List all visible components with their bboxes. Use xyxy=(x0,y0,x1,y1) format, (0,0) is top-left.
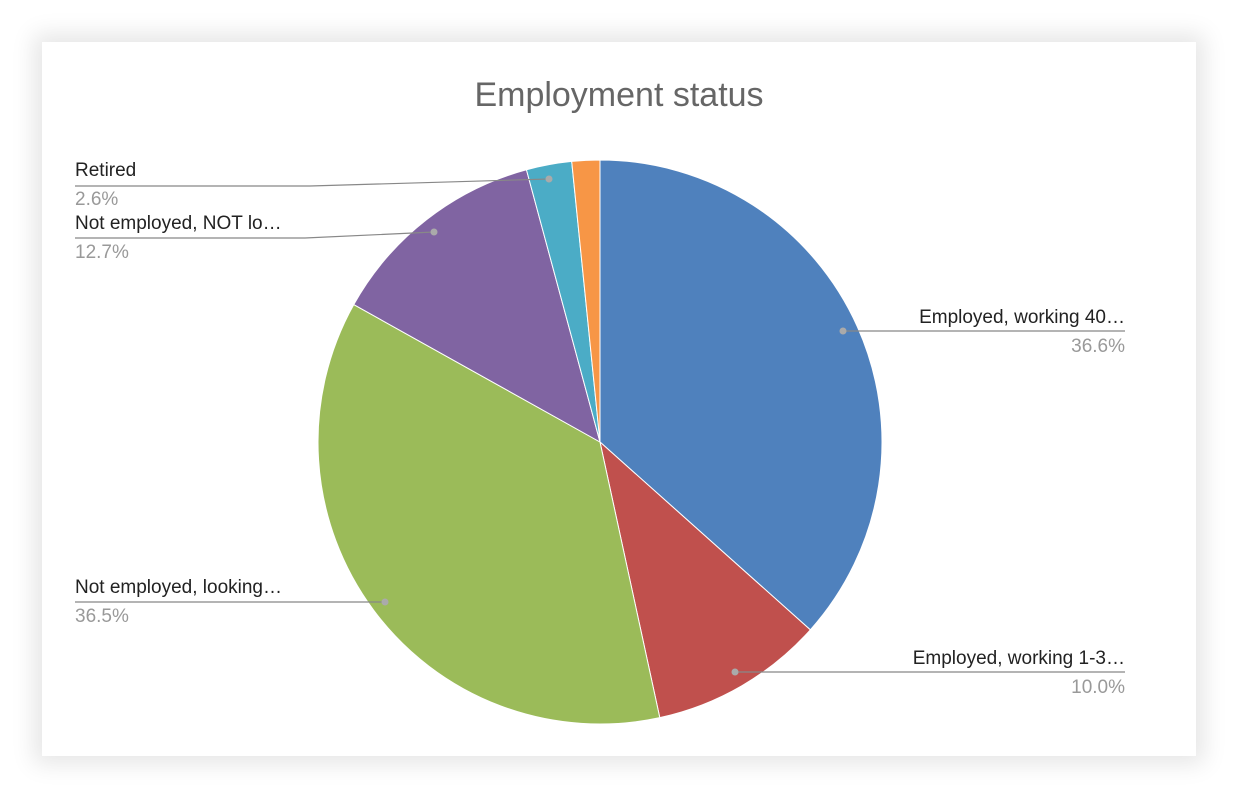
slice-label: Not employed, looking… xyxy=(75,577,282,598)
pie-slice xyxy=(599,440,812,719)
slice-value-label: 36.6% xyxy=(1071,336,1125,357)
leader-line xyxy=(75,231,435,239)
pie-slice xyxy=(353,169,601,444)
slice-value-label: 12.7% xyxy=(75,242,129,263)
leader-dot xyxy=(839,327,847,335)
slice-value-label: 2.6% xyxy=(75,189,118,210)
leader-dot xyxy=(545,175,553,183)
leader-dot xyxy=(381,598,389,606)
pie-slice xyxy=(317,303,661,725)
slice-label: Not employed, NOT lo… xyxy=(75,213,282,234)
slice-value-label: 36.5% xyxy=(75,606,129,627)
chart-title: Employment status xyxy=(474,76,763,114)
slice-label: Employed, working 40… xyxy=(919,307,1125,328)
slice-label: Employed, working 1-3… xyxy=(913,648,1125,669)
leader-line xyxy=(75,178,550,187)
leader-dot xyxy=(731,668,739,676)
leader-dot xyxy=(430,228,438,236)
slice-value-label: 10.0% xyxy=(1071,677,1125,698)
pie-slice xyxy=(599,159,883,631)
slice-label: Retired xyxy=(75,160,136,181)
pie-slice xyxy=(571,159,601,443)
